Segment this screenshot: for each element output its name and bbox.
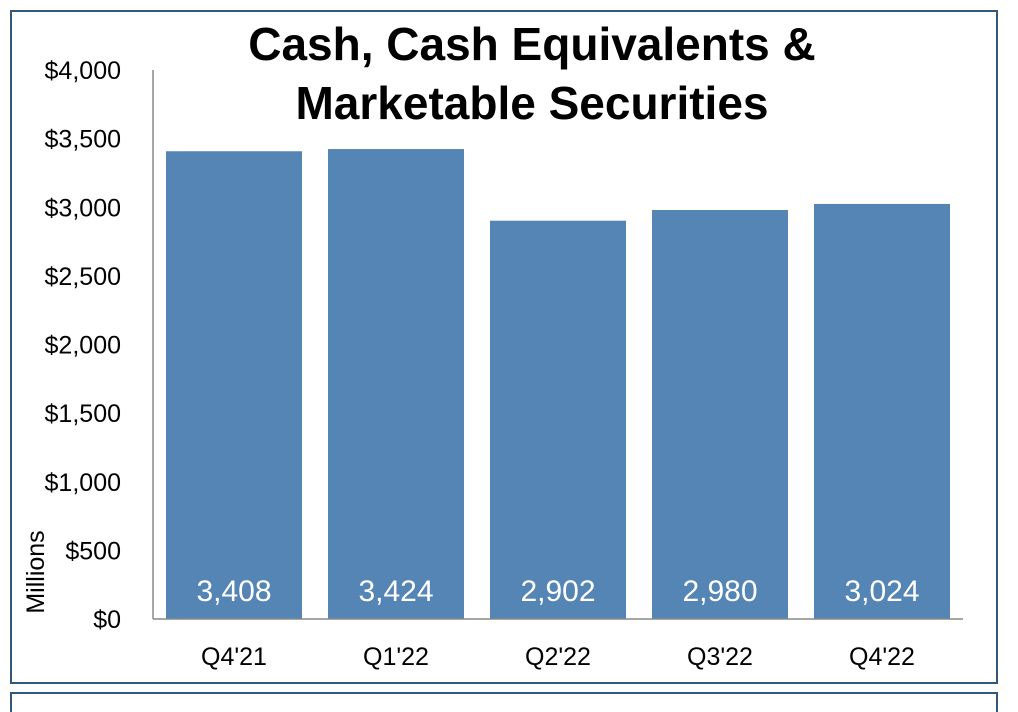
bar-value-label: 2,902 xyxy=(520,575,595,608)
next-panel-edge xyxy=(10,692,998,712)
bar-value-label: 3,024 xyxy=(844,575,919,608)
x-tick-label: Q3'22 xyxy=(687,643,753,671)
bar xyxy=(490,220,626,619)
bar xyxy=(166,151,302,619)
x-axis-labels: Q4'21 Q1'22 Q2'22 Q3'22 Q4'22 xyxy=(201,643,915,671)
y-tick-label: $500 xyxy=(65,537,121,565)
y-tick-label: $3,500 xyxy=(45,126,121,154)
x-tick-label: Q1'22 xyxy=(363,643,429,671)
y-axis-label: Millions xyxy=(22,530,50,613)
value-labels: 3,408 3,424 2,902 2,980 3,024 xyxy=(196,575,919,608)
x-tick-label: Q4'22 xyxy=(849,643,915,671)
y-axis-ticks: $0 $500 $1,000 $1,500 $2,000 $2,500 $3,000 $3,5… xyxy=(45,57,121,634)
chart-title-line-2: Marketable Securities xyxy=(295,77,768,129)
y-tick-label: $4,000 xyxy=(45,57,121,85)
bar xyxy=(652,209,788,619)
y-tick-label: $1,000 xyxy=(45,469,121,497)
y-tick-label: $3,000 xyxy=(45,194,121,222)
y-tick-label: $2,500 xyxy=(45,263,121,291)
x-tick-label: Q2'22 xyxy=(525,643,591,671)
bar xyxy=(814,203,950,619)
bar-value-label: 2,980 xyxy=(682,575,757,608)
y-tick-label: $2,000 xyxy=(45,332,121,360)
bars xyxy=(166,149,950,619)
bar-value-label: 3,408 xyxy=(196,575,271,608)
x-tick-label: Q4'21 xyxy=(201,643,267,671)
y-tick-label: $1,500 xyxy=(45,400,121,428)
y-tick-label: $0 xyxy=(93,606,121,634)
bar xyxy=(328,149,464,619)
bar-value-label: 3,424 xyxy=(358,575,433,608)
chart-title-line-1: Cash, Cash Equivalents & xyxy=(248,18,816,70)
